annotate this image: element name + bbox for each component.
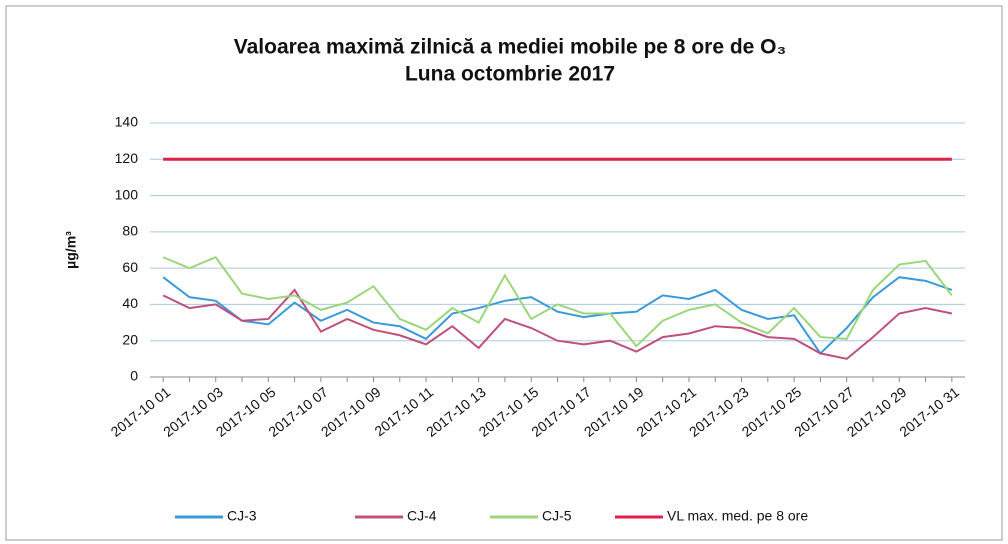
y-tick-label: 60 <box>122 259 138 275</box>
y-tick-label: 80 <box>122 223 138 239</box>
y-tick-label: 120 <box>115 150 139 166</box>
y-tick-label: 140 <box>115 114 139 130</box>
series-line <box>162 288 953 360</box>
chart-subtitle: Luna octombrie 2017 <box>405 63 615 86</box>
y-tick-label: 0 <box>130 368 138 384</box>
legend-label: VL max. med. pe 8 ore <box>667 508 808 524</box>
y-tick-label: 100 <box>115 186 139 202</box>
legend-label: CJ-5 <box>542 508 572 524</box>
chart-frame <box>5 5 1003 541</box>
legend-label: CJ-4 <box>407 508 437 524</box>
series-line <box>162 256 953 348</box>
y-tick-label: 20 <box>122 331 138 347</box>
chart-title: Valoarea maximă zilnică a mediei mobile … <box>234 36 786 59</box>
y-tick-label: 40 <box>122 295 138 311</box>
y-axis-label: µg/m³ <box>63 231 79 269</box>
legend-label: CJ-3 <box>227 508 257 524</box>
